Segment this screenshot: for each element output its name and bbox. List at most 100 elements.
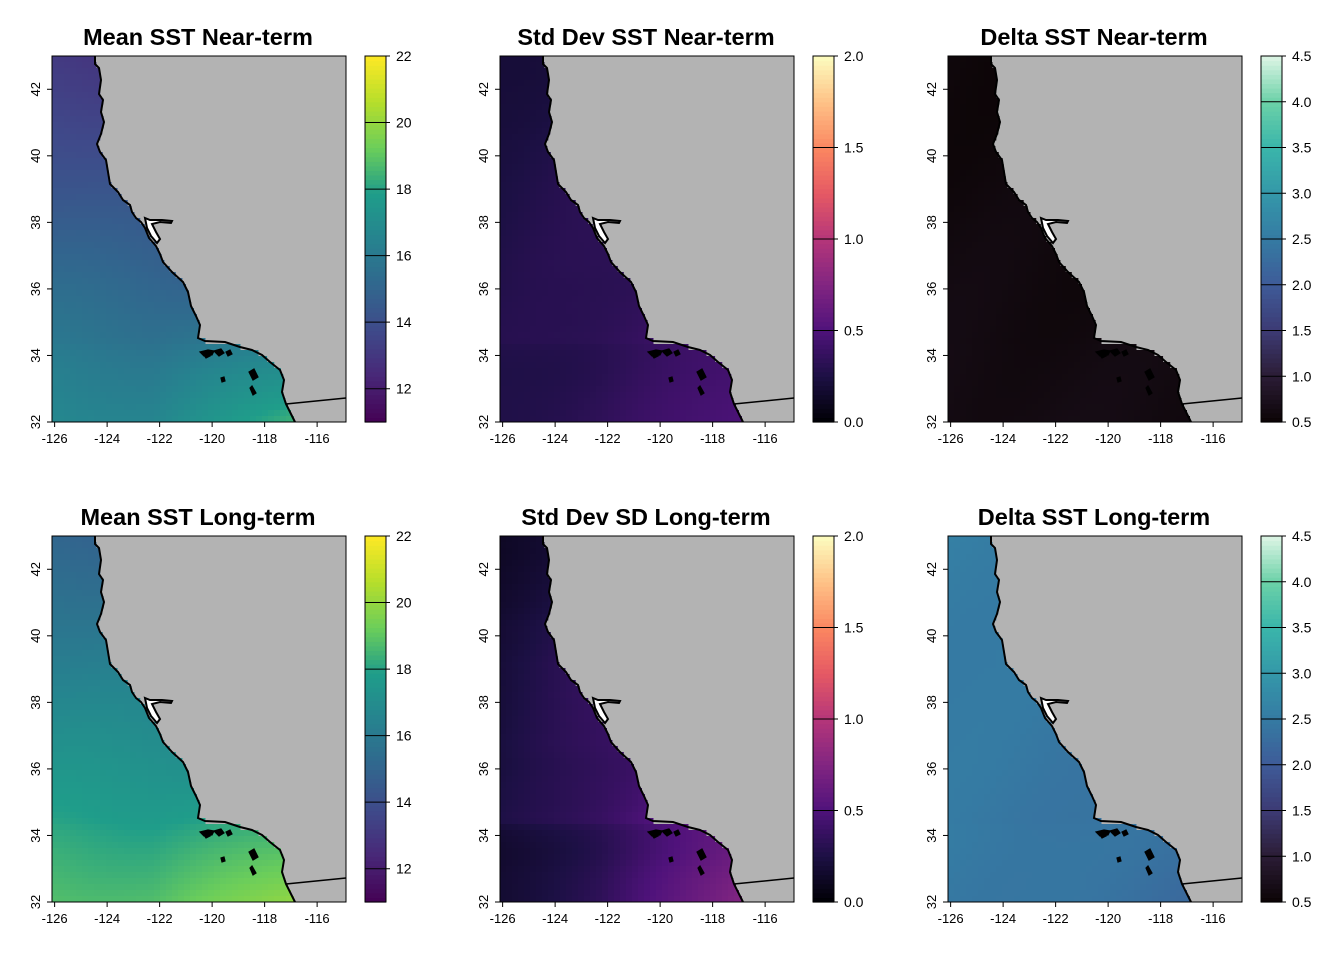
ocean-cell — [554, 374, 561, 381]
ocean-cell — [692, 374, 699, 381]
ocean-cell — [136, 356, 143, 363]
ocean-cell — [948, 260, 955, 267]
ocean-cell — [208, 848, 215, 855]
ocean-cell — [948, 206, 955, 213]
ocean-cell — [262, 842, 269, 849]
ocean-cell — [94, 632, 101, 639]
ocean-cell — [984, 68, 991, 75]
ocean-cell — [620, 296, 627, 303]
island-santa-barbara — [668, 376, 674, 383]
ocean-cell — [572, 398, 579, 405]
ocean-cell — [100, 698, 107, 705]
ocean-cell — [172, 806, 179, 813]
ocean-cell — [602, 278, 609, 285]
ocean-cell — [136, 848, 143, 855]
ocean-cell — [1110, 398, 1117, 405]
ocean-cell — [82, 644, 89, 651]
ocean-cell — [106, 686, 113, 693]
ocean-cell — [106, 752, 113, 759]
ocean-cell — [662, 368, 669, 375]
ocean-cell — [1014, 284, 1021, 291]
ocean-cell — [596, 350, 603, 357]
ocean-cell — [608, 392, 615, 399]
ocean-cell — [58, 668, 65, 675]
ocean-cell — [1170, 386, 1177, 393]
ocean-cell — [566, 398, 573, 405]
ocean-cell — [984, 338, 991, 345]
ocean-cell — [82, 758, 89, 765]
ocean-cell — [58, 266, 65, 273]
ocean-cell — [94, 782, 101, 789]
ocean-cell — [978, 104, 985, 111]
ocean-cell — [984, 56, 991, 63]
ocean-cell — [130, 374, 137, 381]
ocean-cell — [542, 272, 549, 279]
ocean-cell — [52, 758, 59, 765]
ocean-cell — [632, 320, 639, 327]
ocean-cell — [972, 206, 979, 213]
ocean-cell — [64, 800, 71, 807]
ocean-cell — [1038, 314, 1045, 321]
ocean-cell — [58, 326, 65, 333]
ocean-cell — [972, 302, 979, 309]
island-san-miguel — [651, 352, 660, 359]
ocean-cell — [52, 236, 59, 243]
ocean-cell — [94, 302, 101, 309]
ocean-cell — [948, 314, 955, 321]
ocean-cell — [112, 860, 119, 867]
ocean-cell — [166, 812, 173, 819]
ocean-cell — [578, 332, 585, 339]
us-mexico-border — [733, 397, 795, 405]
ocean-cell — [124, 770, 131, 777]
ocean-cell — [148, 296, 155, 303]
ocean-cell — [166, 386, 173, 393]
ocean-cell — [100, 662, 107, 669]
ocean-cell — [584, 230, 591, 237]
ocean-cell — [58, 824, 65, 831]
ocean-cell — [1056, 404, 1063, 411]
ocean-cell — [196, 320, 200, 327]
ocean-cell — [88, 194, 95, 201]
ocean-cell — [972, 374, 979, 381]
ocean-cell — [680, 368, 687, 375]
ocean-cell — [256, 848, 263, 855]
ocean-cell — [196, 398, 203, 405]
colorbar-segment — [813, 65, 834, 71]
colorbar-segment — [365, 271, 386, 277]
ocean-cell — [530, 158, 537, 165]
ocean-cell — [662, 380, 669, 387]
ocean-cell — [82, 308, 89, 315]
ocean-cell — [88, 86, 95, 93]
ocean-cell — [1038, 230, 1044, 237]
ocean-cell — [1056, 416, 1063, 423]
ocean-cell — [166, 392, 173, 399]
colorbar-segment — [365, 239, 386, 245]
ocean-cell — [996, 404, 1003, 411]
colorbar-segment — [1261, 389, 1282, 396]
ocean-cell — [82, 224, 89, 231]
ocean-cell — [1164, 416, 1171, 423]
ocean-cell — [136, 368, 143, 375]
ocean-cell — [130, 722, 137, 729]
ocean-cell — [70, 716, 77, 723]
ocean-cell — [76, 116, 83, 123]
ocean-cell — [52, 380, 59, 387]
ocean-cell — [1164, 368, 1171, 375]
ocean-cell — [1092, 368, 1099, 375]
ocean-cell — [984, 212, 991, 219]
ocean-cell — [94, 152, 101, 159]
ocean-cell — [590, 380, 597, 387]
ocean-cell — [614, 398, 621, 405]
ocean-cell — [226, 398, 233, 405]
ocean-cell — [1008, 350, 1015, 357]
ocean-cell — [154, 410, 161, 417]
ocean-cell — [530, 176, 537, 183]
ocean-cell — [58, 554, 65, 561]
ocean-cell — [966, 92, 973, 99]
ocean-cell — [94, 590, 101, 597]
ocean-cell — [154, 776, 161, 783]
ocean-cell — [124, 836, 131, 843]
ocean-cell — [966, 104, 973, 111]
ocean-cell — [596, 284, 603, 291]
ocean-cell — [94, 392, 101, 399]
